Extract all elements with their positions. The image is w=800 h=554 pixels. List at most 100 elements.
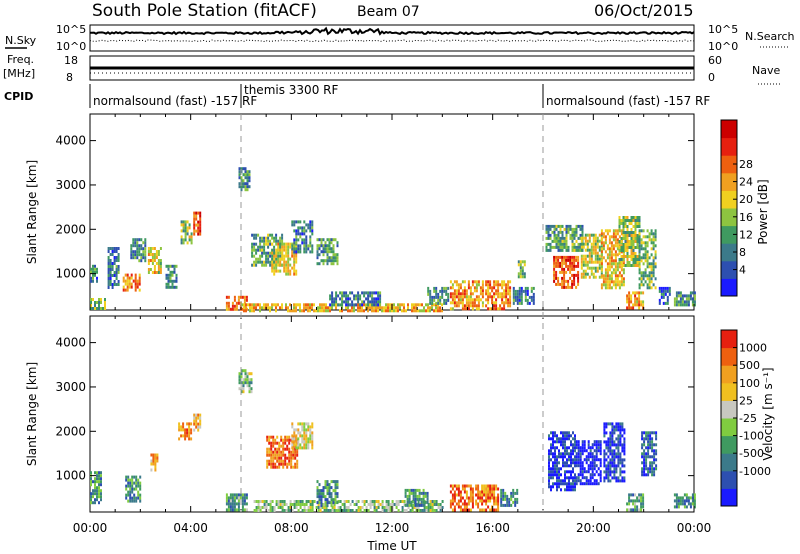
heatmap-cell [683, 303, 686, 307]
heatmap-cell [634, 264, 637, 267]
heatmap-cell [349, 291, 352, 295]
heatmap-cell [619, 452, 622, 456]
heatmap-cell [483, 484, 486, 488]
heatmap-cell [562, 434, 564, 438]
heatmap-cell [279, 503, 282, 506]
heatmap-cell [96, 492, 98, 496]
heatmap-cell [642, 235, 645, 239]
heatmap-cell [685, 303, 688, 307]
heatmap-cell [491, 505, 494, 509]
heatmap-cell [299, 303, 301, 307]
heatmap-cell [449, 286, 452, 290]
heatmap-cell [151, 256, 154, 259]
heatmap-cell [96, 270, 98, 274]
heatmap-cell [585, 476, 588, 480]
heatmap-cell [309, 440, 312, 444]
heatmap-cell [564, 431, 566, 435]
heatmap-cell [307, 425, 310, 429]
heatmap-cell [608, 235, 611, 239]
heatmap-cell [283, 263, 286, 267]
heatmap-cell [632, 291, 635, 295]
heatmap-cell [261, 263, 264, 267]
heatmap-cell [92, 307, 94, 310]
heatmap-cell [429, 292, 432, 296]
heatmap-cell [134, 238, 137, 242]
heatmap-cell [598, 266, 601, 270]
heatmap-cell [675, 297, 678, 301]
heatmap-cell [521, 272, 524, 276]
heatmap-cell [514, 298, 517, 302]
heatmap-cell [548, 467, 550, 471]
heatmap-cell [305, 443, 308, 447]
heatmap-cell [387, 306, 389, 310]
heatmap-cell [604, 286, 607, 290]
heatmap-cell [461, 289, 464, 293]
heatmap-cell [549, 248, 552, 252]
heatmap-cell [351, 291, 354, 295]
heatmap-cell [487, 505, 490, 509]
heatmap-cell [269, 251, 272, 255]
heatmap-cell [389, 306, 391, 310]
heatmap-cell [395, 506, 398, 509]
heatmap-cell [330, 495, 333, 499]
heatmap-cell [654, 232, 657, 236]
heatmap-cell [276, 450, 279, 454]
heatmap-cell [642, 274, 645, 278]
heatmap-cell [606, 271, 609, 275]
heatmap-cell [451, 496, 454, 500]
heatmap-cell [575, 273, 578, 277]
heatmap-cell [621, 464, 624, 468]
heatmap-cell [132, 250, 135, 254]
heatmap-cell [266, 450, 269, 454]
heatmap-cell [266, 435, 269, 439]
heatmap-cell [643, 464, 646, 468]
heatmap-cell [270, 459, 273, 463]
heatmap-cell [634, 297, 637, 301]
heatmap-cell [273, 506, 276, 509]
heatmap-cell [628, 255, 631, 258]
heatmap-cell [481, 499, 484, 503]
heatmap-cell [589, 446, 592, 450]
heatmap-cell [311, 306, 313, 310]
heatmap-cell [471, 292, 474, 296]
heatmap-cell [648, 283, 651, 287]
heatmap-cell [569, 267, 572, 271]
heatmap-cell [501, 307, 504, 311]
heatmap-cell [250, 387, 253, 391]
heatmap-cell [586, 239, 589, 243]
heatmap-cell [569, 258, 572, 262]
heatmap-cell [332, 253, 335, 257]
heatmap-cell [624, 234, 627, 237]
heatmap-cell [237, 493, 240, 497]
heatmap-cell [562, 431, 564, 435]
heatmap-cell [231, 499, 234, 503]
heatmap-cell [229, 502, 232, 506]
heatmap-cell [415, 509, 418, 512]
heatmap-cell [326, 504, 329, 508]
heatmap-cell [481, 283, 484, 287]
heatmap-cell [618, 286, 621, 290]
heatmap-cell [632, 264, 635, 267]
colorbar-swatch [721, 330, 737, 349]
heatmap-cell [377, 297, 380, 301]
heatmap-cell [193, 211, 196, 215]
heatmap-cell [279, 269, 282, 273]
heatmap-cell [280, 438, 283, 442]
heatmap-cell [109, 268, 112, 271]
heatmap-cell [309, 229, 312, 233]
heatmap-cell [593, 458, 596, 462]
heatmap-cell [651, 440, 654, 444]
heatmap-cell [279, 245, 282, 249]
heatmap-cell [270, 462, 273, 466]
heatmap-cell [415, 506, 418, 509]
heatmap-cell [634, 255, 637, 258]
heatmap-cell [609, 437, 612, 441]
heatmap-cell [307, 428, 310, 432]
heatmap-cell [375, 309, 377, 313]
heatmap-cell [469, 298, 472, 302]
heatmap-cell [309, 303, 311, 307]
heatmap-cell [551, 224, 554, 228]
heatmap-cell [130, 273, 133, 277]
heatmap-cell [473, 286, 476, 290]
heatmap-cell [389, 503, 392, 506]
